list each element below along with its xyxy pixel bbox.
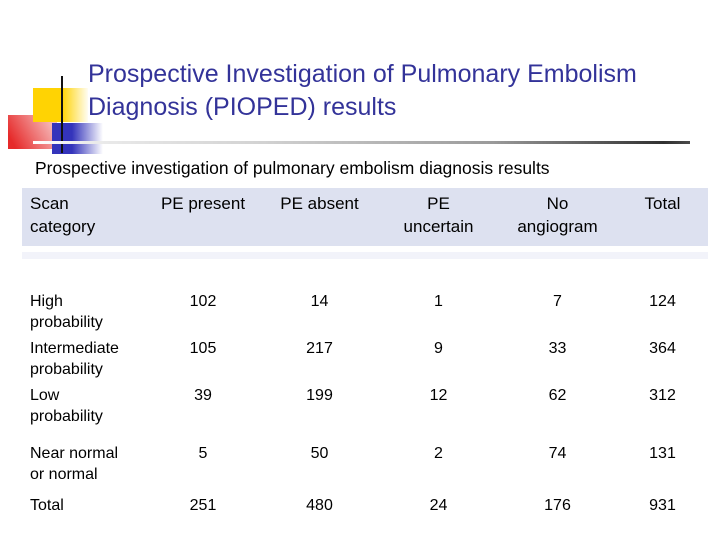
cell-value: 480 xyxy=(306,496,333,514)
cell-value: 12 xyxy=(429,386,448,404)
row-label: Total xyxy=(30,496,64,514)
table-row: Intermediate probability 105 217 9 33 36… xyxy=(22,338,708,385)
table-row-total: Total 251 480 24 176 931 xyxy=(22,495,708,521)
cell-value: 14 xyxy=(310,292,329,310)
cell-value: 39 xyxy=(194,386,212,404)
row-label: High probability xyxy=(30,292,103,332)
column-header-total: Total xyxy=(644,194,681,213)
table-caption: Prospective investigation of pulmonary e… xyxy=(35,158,550,178)
column-header-pe-uncertain: PE uncertain xyxy=(403,194,474,236)
table-row: Near normal or normal 5 50 2 74 131 xyxy=(22,443,708,495)
table-row: Low probability 39 199 12 62 312 xyxy=(22,385,708,443)
table-header-row: Scan category PE present PE absent PE un… xyxy=(22,188,708,246)
cell-value: 312 xyxy=(649,386,676,404)
cell-value: 364 xyxy=(649,339,676,357)
row-label: Intermediate probability xyxy=(30,339,119,379)
cell-value: 199 xyxy=(306,386,333,404)
column-header-no-angiogram: No angiogram xyxy=(517,194,598,236)
column-header-pe-present: PE present xyxy=(160,194,246,213)
cell-value: 62 xyxy=(548,386,567,404)
cell-value: 217 xyxy=(306,339,333,357)
cell-value: 7 xyxy=(553,292,562,310)
row-label: Low probability xyxy=(30,386,103,426)
cell-value: 251 xyxy=(189,496,217,514)
blue-gradient-decoration xyxy=(72,123,103,154)
yellow-gradient-decoration xyxy=(62,88,88,122)
cell-value: 131 xyxy=(649,444,676,462)
vertical-line-decoration xyxy=(61,76,63,153)
yellow-square-decoration xyxy=(33,88,62,122)
cell-value: 2 xyxy=(434,444,443,462)
slide-decoration xyxy=(0,0,140,170)
column-header-pe-absent: PE absent xyxy=(280,194,359,213)
cell-value: 931 xyxy=(649,496,676,514)
cell-value: 176 xyxy=(544,496,571,514)
pioped-results-table: Scan category PE present PE absent PE un… xyxy=(22,188,708,521)
cell-value: 5 xyxy=(198,444,208,462)
cell-value: 50 xyxy=(310,444,329,462)
cell-value: 1 xyxy=(434,292,443,310)
column-header-scan-category: Scan category xyxy=(30,194,96,236)
cell-value: 9 xyxy=(434,339,443,357)
cell-value: 124 xyxy=(649,292,676,310)
table-body: High probability 102 14 1 7 124 Intermed… xyxy=(22,291,708,521)
slide-title: Prospective Investigation of Pulmonary E… xyxy=(88,60,637,121)
cell-value: 24 xyxy=(429,496,448,514)
cell-value: 33 xyxy=(548,339,567,357)
title-underline xyxy=(33,141,690,144)
table-spacer-row xyxy=(22,251,708,259)
row-label: Near normal or normal xyxy=(30,444,119,484)
cell-value: 74 xyxy=(548,444,567,462)
cell-value: 102 xyxy=(189,292,217,310)
table-row: High probability 102 14 1 7 124 xyxy=(22,291,708,338)
cell-value: 105 xyxy=(189,339,217,357)
